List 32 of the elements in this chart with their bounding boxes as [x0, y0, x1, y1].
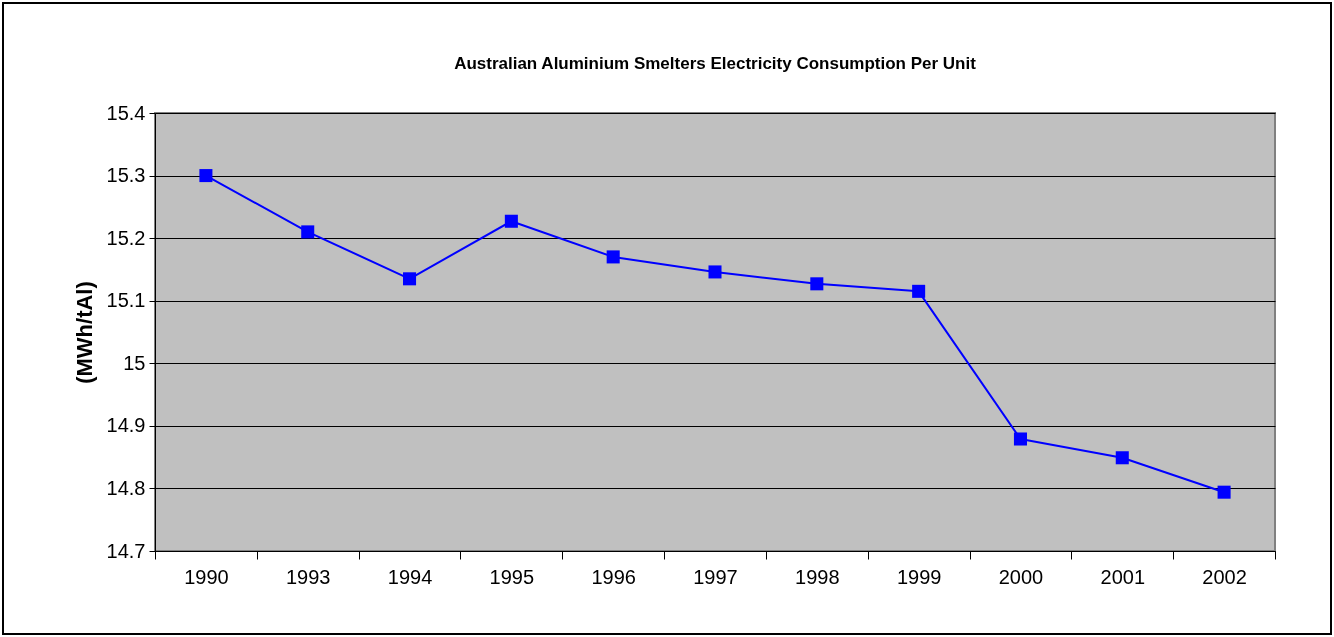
point — [1013, 432, 1027, 446]
point — [1115, 451, 1129, 465]
x-tick-label: 1998 — [795, 565, 840, 588]
y-tick-label: 15 — [123, 351, 146, 374]
x-tick-label: 1994 — [387, 565, 433, 588]
x-tick-label: 2002 — [1202, 565, 1247, 588]
y-axis-title: (MWh/tAl) — [71, 281, 97, 384]
point — [912, 284, 926, 298]
point — [301, 225, 315, 239]
x-tick-label: 1993 — [285, 565, 331, 588]
x-tick-label: 1996 — [591, 565, 636, 588]
point — [199, 169, 213, 183]
point — [403, 272, 417, 286]
y-tick-label: 14.8 — [106, 476, 146, 499]
y-tick-label: 15.1 — [106, 289, 146, 312]
y-tick-label: 14.7 — [106, 539, 146, 562]
y-tick-label: 14.9 — [106, 414, 146, 437]
x-tick-label: 2001 — [1100, 565, 1146, 588]
y-tick-label: 15.2 — [106, 226, 146, 249]
point — [606, 250, 620, 264]
x-tick-label: 1997 — [693, 565, 738, 588]
x-tick-label: 1999 — [896, 565, 942, 588]
x-tick-label: 1995 — [489, 565, 535, 588]
point — [810, 277, 824, 291]
point — [708, 265, 722, 279]
x-tick-label: 2000 — [998, 565, 1044, 588]
y-tick-label: 15.3 — [106, 164, 146, 187]
x-tick-label: 1990 — [184, 565, 229, 588]
chart-title: Australian Aluminium Smelters Electricity Consumption Per Unit — [454, 54, 977, 73]
y-tick-label: 15.4 — [106, 101, 146, 124]
point — [1217, 485, 1231, 499]
point — [504, 214, 518, 228]
